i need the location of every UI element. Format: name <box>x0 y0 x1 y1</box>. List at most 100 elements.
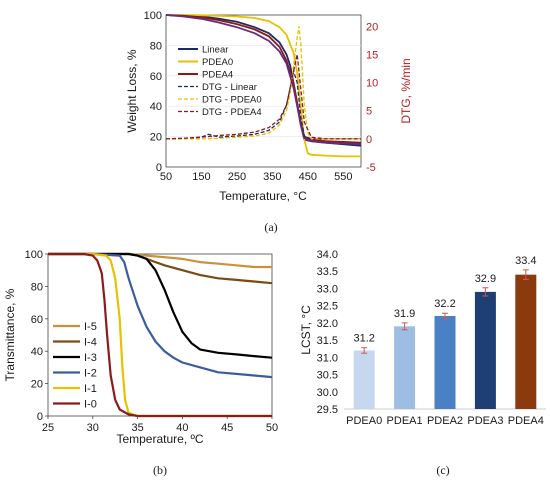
panel-c-label: (c) <box>436 463 449 477</box>
panel-b-x-tick-label: 30 <box>87 422 99 434</box>
panel-a-y-tick-label: 40 <box>150 101 162 113</box>
panel-b-series-line-i-5 <box>48 252 272 269</box>
panel-c-bar-pdea4 <box>515 274 537 409</box>
panel-a-y2-ticks: -5 0 5 10 15 20 <box>366 21 378 174</box>
panel-a-y2-tick-label: 0 <box>366 134 372 146</box>
panel-a-y2-tick-label: 20 <box>366 21 378 33</box>
panel-c-y-tick-label: 33.0 <box>317 283 338 295</box>
panel-b-y-tick-label: 20 <box>31 379 43 391</box>
panel-b-y-tick-label: 100 <box>25 249 43 261</box>
panel-a-y2-tick-label: -5 <box>366 162 376 174</box>
panel-a-series-line-pdea0 <box>166 14 361 158</box>
panel-b-series-line-i-2 <box>48 252 273 379</box>
panel-b-series <box>48 252 273 418</box>
panel-b-x-tick-label: 45 <box>221 422 233 434</box>
panel-c-bars: 31.2 31.9 32.2 32.9 33.4 <box>353 255 537 409</box>
panel-a-series-line-dtg-pdea0 <box>166 26 361 140</box>
panel-a-x-tick-label: 150 <box>192 171 210 183</box>
panel-b-y-tick-label: 40 <box>31 346 43 358</box>
panel-b-x-tick-label: 35 <box>131 422 143 434</box>
panel-a-y-tick-label: 100 <box>144 10 162 22</box>
panel-a-label: (a) <box>264 220 277 234</box>
panel-a-series-line-series-3 <box>165 14 362 146</box>
panel-c-y-tick-label: 31.5 <box>317 335 338 347</box>
panel-a-y2-tick-label: 10 <box>366 78 378 90</box>
panel-b-x-ticks: 25 30 35 40 45 50 <box>42 416 278 434</box>
panel-c: 29.5 30.0 30.5 31.0 31.5 32.0 32.5 33.0 33.5 34.0… <box>299 249 546 477</box>
panel-c-y-tick-label: 30.0 <box>317 387 338 399</box>
panel-a-y-ticks: 0 20 40 60 80 100 <box>144 10 162 174</box>
panel-b-legend: I-5 I-4 I-3 I-2 I-1 I-0 <box>53 321 97 411</box>
panel-a-legend-label-linear: Linear <box>202 45 228 56</box>
panel-c-bar-pdea3 <box>474 291 496 409</box>
panel-c-value-label: 31.2 <box>353 333 374 345</box>
panel-b-legend-label-i-3: I-3 <box>84 352 97 364</box>
panel-a-x-ticks: 50 150 250 350 450 550 <box>160 171 353 183</box>
panel-b-y-tick-label: 0 <box>37 411 43 423</box>
panel-a-legend-label-dtg-pdea4: DTG - PDEA4 <box>202 107 262 118</box>
panel-c-x-tick-label: PDEA3 <box>467 415 503 427</box>
panel-c-x-ticks: PDEA0 PDEA1 PDEA2 PDEA3 PDEA4 <box>346 415 544 427</box>
panel-a-legend-label-dtg-linear: DTG - Linear <box>202 82 257 93</box>
panel-a-legend-label-pdea4: PDEA4 <box>202 70 233 81</box>
panel-a-x-tick-label: 50 <box>160 171 172 183</box>
panel-c-x-tick-label: PDEA4 <box>508 415 544 427</box>
panel-b-y-tick-label: 80 <box>31 281 43 293</box>
panel-c-y-tick-label: 33.5 <box>317 266 338 278</box>
panel-a-y-tick-label: 80 <box>150 40 162 52</box>
panel-c-y-tick-label: 30.5 <box>317 370 338 382</box>
panel-a-x-tick-label: 350 <box>263 171 281 183</box>
panel-c-y-axis-label: LCST, °C <box>299 305 313 355</box>
panel-a-gridlines <box>166 45 361 137</box>
panel-b-legend-label-i-2: I-2 <box>84 368 97 380</box>
panel-a-series-line-dtg-pdea4 <box>165 54 361 140</box>
panel-b-x-axis-label: Temperature, ºC <box>116 432 203 446</box>
panel-c-bar-pdea1 <box>394 326 416 409</box>
panel-c-y-tick-label: 32.0 <box>317 318 338 330</box>
panel-b-legend-label-i-0: I-0 <box>84 399 97 411</box>
panel-a-x-tick-label: 250 <box>228 171 246 183</box>
panel-c-value-label: 33.4 <box>515 255 536 267</box>
panel-b-x-tick-label: 25 <box>42 422 54 434</box>
panel-a-series-line-pdea4 <box>165 14 362 144</box>
panel-c-value-label: 31.9 <box>394 308 415 320</box>
panel-a-plot-area <box>165 14 362 168</box>
panel-a-y-tick-label: 20 <box>150 132 162 144</box>
panel-b-x-tick-label: 40 <box>176 422 188 434</box>
panel-a-series <box>165 14 362 158</box>
panel-a-x-tick-label: 450 <box>299 171 317 183</box>
panel-b-y-axis-label: Transmittance, % <box>3 288 17 381</box>
panel-b-x-tick-label: 50 <box>266 422 278 434</box>
panel-c-x-tick-label: PDEA2 <box>427 415 463 427</box>
panel-a-legend-label-dtg-pdea0: DTG - PDEA0 <box>202 95 262 106</box>
panel-a-y-axis-label: Weight Loss, % <box>125 49 139 132</box>
panel-a-y-tick-label: 60 <box>150 71 162 83</box>
panel-c-y-tick-label: 29.5 <box>317 404 338 416</box>
panel-b-legend-label-i-1: I-1 <box>84 383 97 395</box>
panel-b-label: (b) <box>153 463 167 477</box>
panel-c-value-label: 32.9 <box>475 273 496 285</box>
panel-c-bar-pdea2 <box>434 316 456 409</box>
panel-b-y-tick-label: 60 <box>31 314 43 326</box>
panel-a-y-tick-label: 0 <box>156 162 162 174</box>
panel-c-x-tick-label: PDEA0 <box>346 415 382 427</box>
panel-a: 50 150 250 350 450 550 0 20 40 60 80 100 -5 0 5 10 15 2… <box>125 10 413 234</box>
panel-c-value-label: 32.2 <box>434 298 455 310</box>
panel-a-y2-tick-label: 5 <box>366 106 372 118</box>
panel-a-x-tick-label: 550 <box>334 171 352 183</box>
panel-b-series-line-i-0 <box>48 252 272 418</box>
panel-b-series-line-i-3 <box>48 252 273 359</box>
panel-c-y-tick-label: 31.0 <box>317 352 338 364</box>
panel-b-legend-label-i-4: I-4 <box>84 337 97 349</box>
panel-a-y2-tick-label: 15 <box>366 49 378 61</box>
panel-a-y2-axis-label: DTG, %/min <box>399 58 413 123</box>
panel-a-legend-label-pdea0: PDEA0 <box>202 57 233 68</box>
panel-c-y-tick-label: 32.5 <box>317 301 338 313</box>
panel-c-y-ticks: 29.5 30.0 30.5 31.0 31.5 32.0 32.5 33.0 33.5 34.0 <box>317 249 338 416</box>
panel-a-x-axis-label: Temperature, °C <box>219 189 307 203</box>
panel-b-legend-label-i-5: I-5 <box>84 321 97 333</box>
panel-a-series-line-dtg-linear <box>165 68 361 140</box>
